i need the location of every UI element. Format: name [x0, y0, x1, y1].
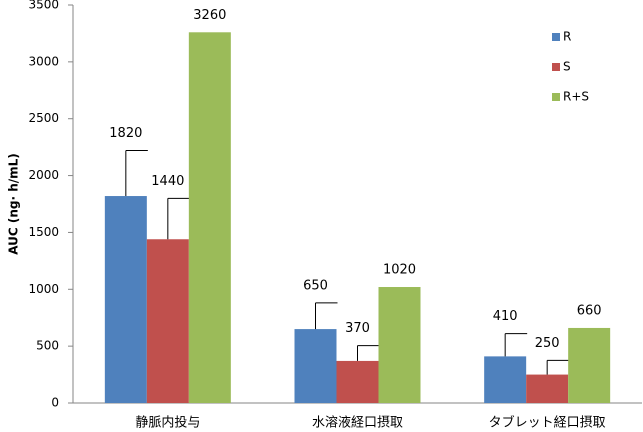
- legend-swatch: [552, 93, 560, 101]
- y-tick-label: 3000: [28, 54, 59, 68]
- legend-swatch: [552, 33, 560, 41]
- bar: [104, 196, 147, 403]
- bar: [188, 32, 231, 403]
- bar: [378, 287, 421, 403]
- y-tick-label: 3500: [28, 0, 59, 12]
- legend-label: S: [563, 60, 571, 74]
- y-tick-label: 2500: [28, 111, 59, 125]
- y-tick-label: 500: [36, 339, 59, 353]
- legend-label: R+S: [563, 90, 589, 104]
- data-label: 410: [493, 309, 518, 324]
- x-tick-label: タブレット経口摂取: [489, 415, 606, 431]
- data-label: 1820: [109, 126, 142, 141]
- y-tick-label: 1500: [28, 225, 59, 239]
- data-label: 250: [535, 336, 560, 351]
- x-tick-label: 静脈内投与: [135, 415, 200, 431]
- legend-label: R: [563, 30, 571, 44]
- x-tick-label: 水溶液経口摂取: [312, 415, 403, 431]
- data-label: 3260: [193, 8, 226, 23]
- y-axis-label: AUC (ng· h/mL): [7, 153, 21, 255]
- bar: [146, 239, 189, 403]
- data-label: 370: [345, 321, 370, 336]
- data-label: 1440: [151, 174, 184, 189]
- data-label: 650: [303, 278, 328, 293]
- y-tick-label: 1000: [28, 282, 59, 296]
- bar: [294, 329, 337, 403]
- data-label: 1020: [383, 263, 416, 278]
- bar: [336, 360, 379, 403]
- legend-swatch: [552, 63, 560, 71]
- bar: [568, 327, 611, 403]
- y-tick-label: 2000: [28, 168, 59, 182]
- bar: [484, 356, 527, 403]
- data-label: 660: [577, 303, 602, 318]
- bar: [526, 374, 569, 403]
- y-tick-label: 0: [51, 396, 59, 410]
